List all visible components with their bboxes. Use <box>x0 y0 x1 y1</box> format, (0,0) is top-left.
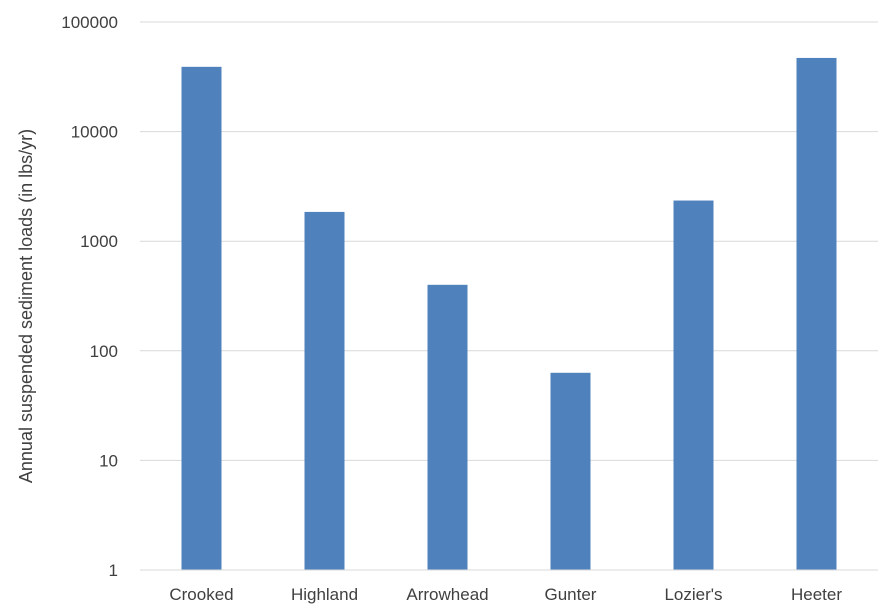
bar-arrowhead <box>427 284 468 570</box>
x-tick-label: Crooked <box>169 585 233 604</box>
y-tick-label: 100000 <box>61 13 118 32</box>
x-tick-label: Heeter <box>791 585 842 604</box>
y-tick-label: 10 <box>99 451 118 470</box>
y-axis-tick-labels: 1 10 100 1000 10000 100000 <box>61 13 118 580</box>
y-tick-label: 100 <box>90 342 118 361</box>
x-tick-label: Lozier's <box>664 585 722 604</box>
y-tick-label: 1000 <box>80 232 118 251</box>
x-tick-label: Arrowhead <box>406 585 488 604</box>
bar-crooked <box>181 66 222 570</box>
x-axis-tick-labels: Crooked Highland Arrowhead Gunter Lozier's He… <box>169 585 842 604</box>
x-tick-label: Gunter <box>545 585 597 604</box>
bar-heeter <box>796 57 837 571</box>
x-tick-label: Highland <box>291 585 358 604</box>
y-tick-label: 10000 <box>71 123 118 142</box>
y-axis-title: Annual suspended sediment loads (in lbs/… <box>16 129 36 483</box>
bar-gunter <box>550 372 591 570</box>
y-tick-label: 1 <box>109 561 118 580</box>
gridlines <box>140 21 878 461</box>
bar-highland <box>304 211 345 571</box>
bars <box>181 57 837 571</box>
bar-lozier-s <box>673 200 714 571</box>
